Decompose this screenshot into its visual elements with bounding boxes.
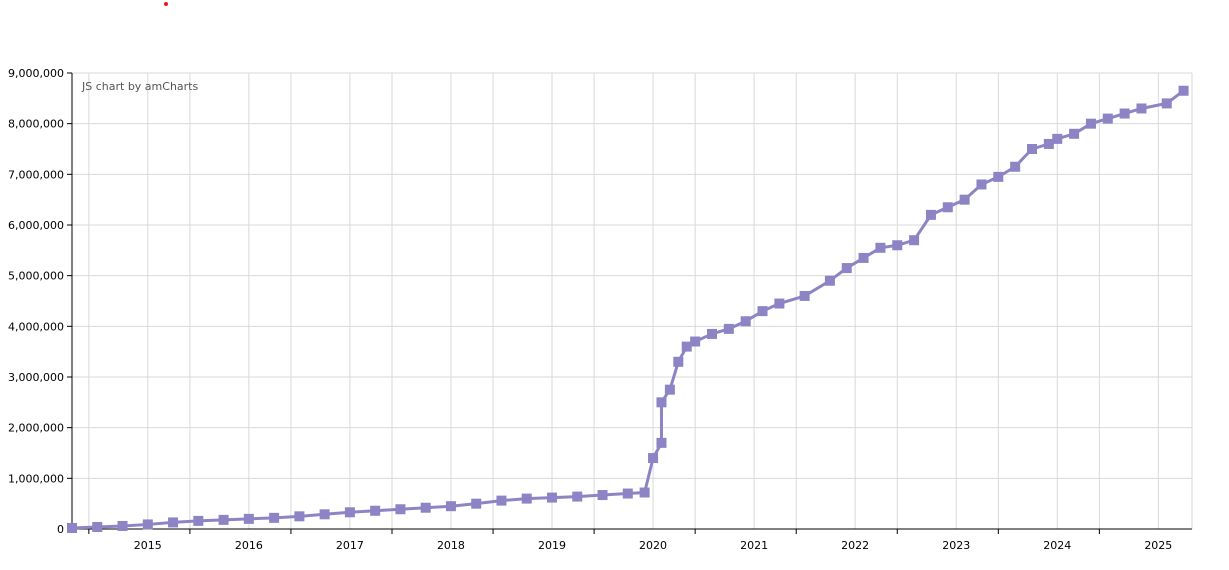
data-point	[723, 323, 734, 334]
data-point	[521, 493, 532, 504]
x-tick-label: 2020	[639, 539, 667, 552]
data-point	[925, 209, 936, 220]
x-tick-label: 2017	[336, 539, 364, 552]
data-point	[193, 515, 204, 526]
data-point	[67, 522, 77, 533]
data-point	[858, 252, 869, 263]
y-tick-label: 9,000,000	[8, 67, 64, 80]
chart-grid	[72, 72, 1193, 529]
x-tick-label: 2025	[1144, 539, 1172, 552]
data-point	[1119, 108, 1130, 119]
x-tick-label: 2018	[437, 539, 465, 552]
data-point	[639, 487, 650, 498]
data-point	[1052, 133, 1063, 144]
data-point	[142, 519, 153, 530]
data-point	[218, 514, 229, 525]
data-point	[1178, 85, 1189, 96]
data-point	[243, 513, 254, 524]
y-tick-label: 7,000,000	[8, 168, 64, 181]
data-point	[319, 509, 330, 520]
chart-series	[67, 85, 1189, 533]
data-point	[656, 437, 667, 448]
data-point	[690, 336, 701, 347]
data-point	[445, 501, 456, 512]
data-point	[395, 504, 406, 515]
y-tick-label: 8,000,000	[8, 118, 64, 131]
x-tick-label: 2016	[235, 539, 263, 552]
data-point	[824, 275, 835, 286]
data-point	[1043, 138, 1054, 149]
data-point	[757, 306, 768, 317]
data-point	[1102, 113, 1113, 124]
data-point	[959, 194, 970, 205]
data-point	[572, 491, 583, 502]
data-point	[294, 511, 305, 522]
data-point	[656, 397, 667, 408]
data-point	[1027, 144, 1037, 154]
chart-axes	[67, 72, 1192, 534]
data-point	[471, 498, 482, 509]
data-point	[1161, 98, 1172, 109]
data-point	[681, 341, 692, 352]
y-axis-ticks: 0 1,000,000 2,000,000 3,000,000 4,000,000 5,0…	[8, 67, 64, 536]
x-tick-label: 2021	[740, 539, 768, 552]
y-tick-label: 5,000,000	[8, 270, 64, 283]
data-point	[344, 507, 355, 518]
data-point	[875, 242, 886, 253]
x-tick-label: 2019	[538, 539, 566, 552]
data-point	[1010, 161, 1021, 172]
y-tick-label: 1,000,000	[8, 472, 64, 485]
y-tick-label: 6,000,000	[8, 219, 64, 232]
data-point	[740, 316, 751, 327]
y-tick-label: 4,000,000	[8, 320, 64, 333]
data-point	[892, 240, 903, 251]
data-point	[707, 328, 717, 339]
data-point	[673, 356, 684, 367]
data-point	[942, 202, 953, 213]
data-point	[909, 235, 920, 246]
amcharts-credit[interactable]: JS chart by amCharts	[81, 80, 198, 93]
series-line	[71, 89, 1185, 530]
data-point	[370, 505, 381, 516]
data-point	[1085, 118, 1096, 129]
data-point	[993, 171, 1004, 182]
data-point	[117, 520, 128, 531]
data-point	[622, 488, 633, 499]
data-point	[799, 290, 810, 301]
x-tick-label: 2022	[841, 539, 869, 552]
x-tick-label: 2023	[942, 539, 970, 552]
data-point	[496, 495, 507, 506]
y-tick-label: 0	[57, 523, 64, 536]
data-point	[648, 453, 659, 464]
data-point	[547, 492, 557, 503]
y-tick-label: 2,000,000	[8, 422, 64, 435]
data-point	[664, 384, 675, 395]
x-tick-label: 2015	[134, 539, 162, 552]
y-tick-label: 3,000,000	[8, 371, 64, 384]
data-point	[841, 263, 852, 274]
data-point	[976, 179, 987, 190]
data-point	[92, 521, 103, 532]
data-point	[1069, 128, 1080, 139]
data-point	[597, 490, 608, 501]
data-point	[774, 298, 785, 309]
data-point	[420, 502, 431, 513]
data-point	[1136, 103, 1147, 114]
red-dot-marker	[164, 2, 168, 6]
x-tick-label: 2024	[1043, 539, 1071, 552]
data-point	[269, 512, 280, 523]
data-point	[168, 517, 179, 528]
x-axis-ticks: 2015 2016 2017 2018 2019 2020 2021 2022 2023 2024…	[134, 539, 1173, 552]
